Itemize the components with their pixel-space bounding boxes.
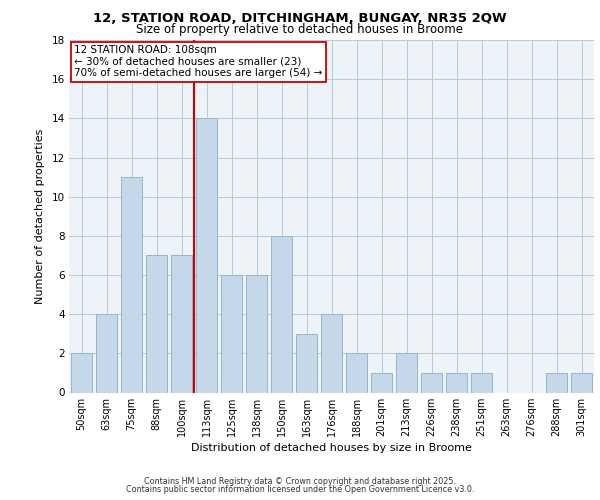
Bar bbox=[446, 373, 467, 392]
Bar bbox=[121, 177, 142, 392]
Bar bbox=[271, 236, 292, 392]
Bar bbox=[221, 275, 242, 392]
Bar bbox=[96, 314, 117, 392]
Bar bbox=[396, 354, 417, 393]
Bar bbox=[321, 314, 342, 392]
Bar bbox=[71, 354, 92, 393]
Text: Size of property relative to detached houses in Broome: Size of property relative to detached ho… bbox=[137, 22, 464, 36]
Bar bbox=[571, 373, 592, 392]
Bar bbox=[171, 256, 192, 392]
Bar bbox=[421, 373, 442, 392]
Bar bbox=[296, 334, 317, 392]
Bar bbox=[371, 373, 392, 392]
Text: 12 STATION ROAD: 108sqm
← 30% of detached houses are smaller (23)
70% of semi-de: 12 STATION ROAD: 108sqm ← 30% of detache… bbox=[74, 46, 323, 78]
Y-axis label: Number of detached properties: Number of detached properties bbox=[35, 128, 44, 304]
Text: Contains HM Land Registry data © Crown copyright and database right 2025.: Contains HM Land Registry data © Crown c… bbox=[144, 477, 456, 486]
Bar bbox=[546, 373, 567, 392]
Bar bbox=[246, 275, 267, 392]
Bar bbox=[346, 354, 367, 393]
Text: Contains public sector information licensed under the Open Government Licence v3: Contains public sector information licen… bbox=[126, 484, 474, 494]
Bar bbox=[146, 256, 167, 392]
Bar bbox=[196, 118, 217, 392]
X-axis label: Distribution of detached houses by size in Broome: Distribution of detached houses by size … bbox=[191, 443, 472, 453]
Text: 12, STATION ROAD, DITCHINGHAM, BUNGAY, NR35 2QW: 12, STATION ROAD, DITCHINGHAM, BUNGAY, N… bbox=[93, 12, 507, 26]
Bar bbox=[471, 373, 492, 392]
